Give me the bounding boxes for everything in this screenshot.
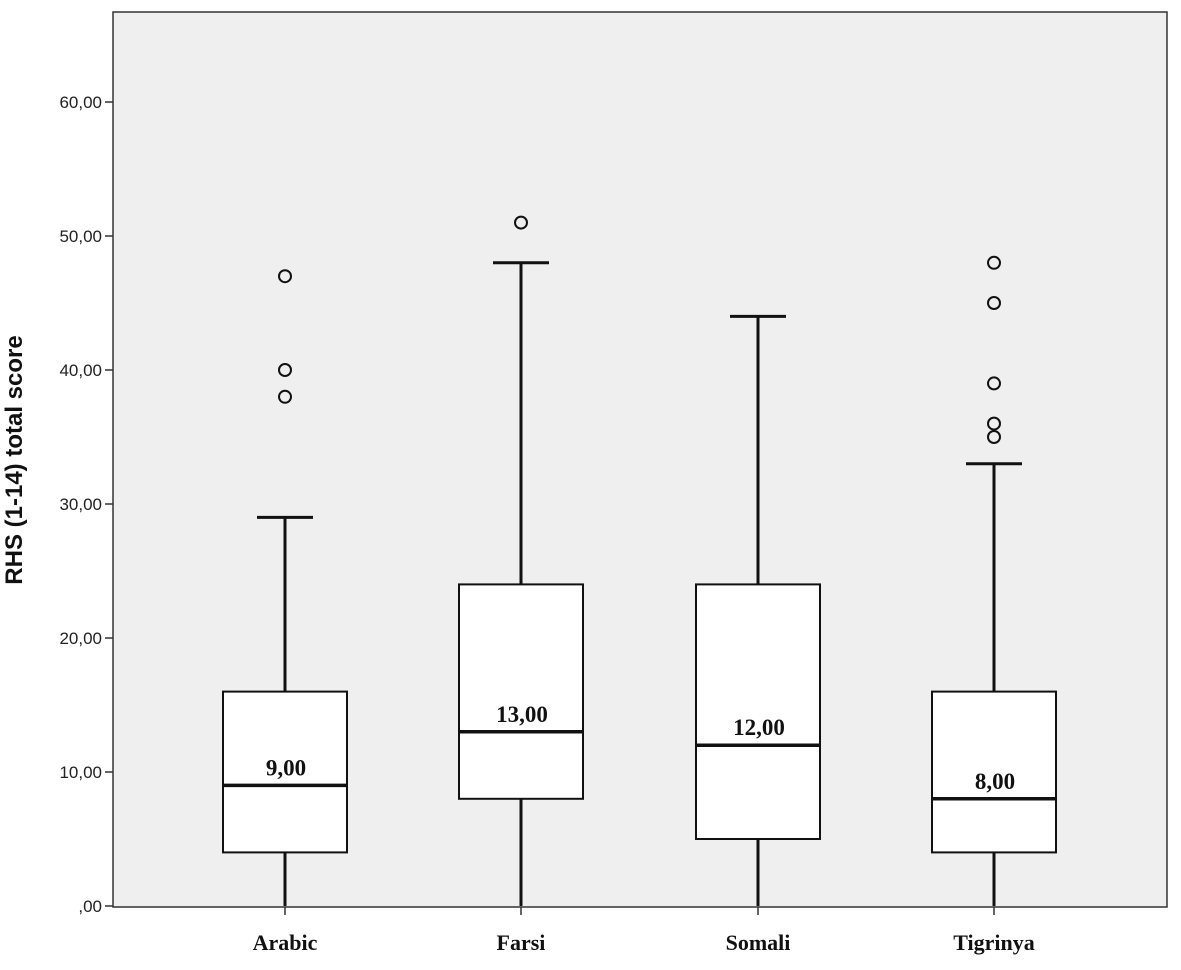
outlier-point	[278, 269, 292, 284]
outlier-point	[987, 376, 1001, 391]
y-axis: ,00 10,00 20,00 30,00 40,00 50,00 60,00	[59, 93, 113, 916]
x-tick-label: Tigrinya	[953, 930, 1035, 955]
y-tick-label: 40,00	[59, 361, 102, 380]
box-iqr	[458, 583, 584, 800]
y-tick-label: 30,00	[59, 495, 102, 514]
y-axis-title: RHS (1-14) total score	[1, 335, 28, 584]
x-axis: Arabic Farsi Somali Tigrinya	[253, 907, 1035, 955]
outlier-point	[278, 389, 292, 404]
box-iqr	[222, 690, 348, 854]
box-group-somali: 12,00	[695, 314, 821, 906]
boxes: 9,00 13,00 12,00 8,00	[222, 215, 1057, 906]
box-iqr	[695, 583, 821, 841]
y-tick-label: 60,00	[59, 93, 102, 112]
x-tick-label: Arabic	[253, 930, 318, 955]
box-group-tigrinya: 8,00	[931, 255, 1057, 906]
outlier-point	[987, 296, 1001, 310]
median-label: 12,00	[733, 715, 785, 740]
outlier-point	[987, 255, 1001, 270]
median-label: 9,00	[266, 755, 306, 780]
box-group-farsi: 13,00	[458, 215, 584, 906]
outlier-point	[987, 430, 1001, 444]
outlier-point	[514, 215, 528, 230]
y-tick-label: 20,00	[59, 629, 102, 648]
outlier-point	[987, 416, 1001, 431]
y-tick-label: 50,00	[59, 227, 102, 246]
median-label: 8,00	[975, 769, 1015, 794]
x-tick-label: Farsi	[497, 930, 546, 955]
box-group-arabic: 9,00	[222, 269, 348, 906]
y-tick-label: ,00	[78, 897, 102, 916]
median-label: 13,00	[496, 702, 548, 727]
y-tick-label: 10,00	[59, 763, 102, 782]
outlier-point	[278, 363, 292, 377]
x-tick-label: Somali	[726, 930, 791, 955]
box-iqr	[931, 690, 1057, 854]
